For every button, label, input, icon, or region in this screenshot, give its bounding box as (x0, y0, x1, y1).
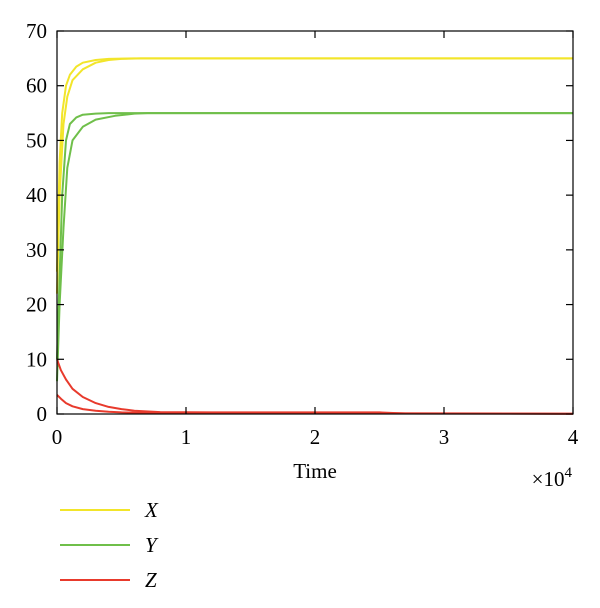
legend-label-y: Y (145, 533, 159, 557)
series-line-x-1 (56, 57, 573, 272)
series-line-x-2 (56, 57, 573, 294)
legend: XYZ (60, 498, 159, 592)
series-line-z-6 (56, 394, 574, 415)
series-line-y-4 (56, 112, 573, 382)
y-tick-label: 50 (26, 128, 47, 152)
x-tick-label: 3 (439, 425, 450, 449)
y-tick-label: 10 (26, 347, 47, 371)
x-multiplier-exponent: 4 (565, 465, 573, 481)
x-axis-title: Time (293, 459, 337, 483)
x-multiplier-base: ×10 (532, 467, 565, 491)
y-tick-label: 0 (37, 402, 48, 426)
x-tick-label: 0 (52, 425, 63, 449)
y-tick-label: 40 (26, 183, 47, 207)
series-line-z-5 (56, 358, 574, 415)
legend-label-x: X (144, 498, 159, 522)
plot-frame (56, 30, 574, 415)
x-tick-label: 2 (310, 425, 321, 449)
y-tick-label: 30 (26, 238, 47, 262)
y-tick-label: 60 (26, 74, 47, 98)
series-layer (56, 57, 574, 415)
series-line-y-3 (56, 112, 573, 360)
y-tick-label: 70 (26, 19, 47, 43)
x-tick-label: 4 (568, 425, 579, 449)
legend-label-z: Z (145, 568, 157, 592)
x-tick-label: 1 (181, 425, 192, 449)
x-axis-multiplier: ×104 (532, 465, 573, 491)
y-tick-label: 20 (26, 293, 47, 317)
